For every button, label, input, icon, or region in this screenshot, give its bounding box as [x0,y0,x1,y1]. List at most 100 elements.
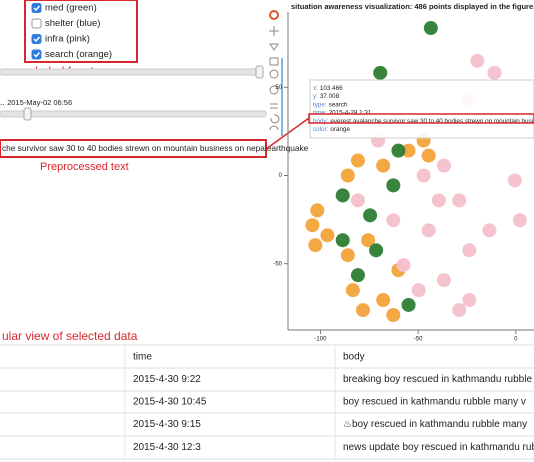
point[interactable] [507,173,522,188]
tooltip-key: time: [313,109,327,116]
checkbox[interactable] [31,49,42,60]
checkbox[interactable] [31,3,42,13]
checkmark [33,36,41,43]
tooltip-key: y: [313,93,318,100]
y-tick-label: 0 [279,173,283,179]
tooltip-key: body: [313,117,329,124]
point[interactable] [401,143,416,158]
tooltip-row: x: 103.466 [313,85,343,92]
tool-wheel[interactable] [269,85,279,95]
tooltip [309,79,534,139]
tool-hover[interactable] [269,125,279,131]
point[interactable] [310,203,325,218]
point[interactable] [376,293,391,308]
table-cell: 2015-4-30 9:22 [133,374,201,385]
point[interactable] [369,243,384,258]
tool-save[interactable] [270,103,278,109]
tooltip-value: 2015-4-28 1:31 [329,109,372,116]
point[interactable] [411,283,426,298]
point[interactable] [462,293,477,308]
point[interactable] [436,273,451,288]
point[interactable] [335,188,350,203]
tooltip-row: color: orange [313,126,351,133]
tooltip-row: y: 37.008 [313,93,340,100]
point[interactable] [361,233,376,248]
tool-box[interactable] [269,57,279,66]
slider-handle[interactable] [255,65,264,79]
x-tick-label: -100 [314,337,327,343]
tool-logo[interactable] [269,10,279,20]
table-cell: news update boy rescued in kathmandu rub… [343,442,534,453]
point[interactable] [452,193,467,208]
tooltip-key: x: [313,85,318,92]
point[interactable] [416,168,431,183]
point[interactable] [452,303,467,318]
point[interactable] [308,238,323,253]
table: time body 2015-4-30 9:22 breaking boy rescu… [0,344,534,460]
point[interactable] [340,168,355,183]
table-cell: 2015-4-30 9:15 [133,419,201,430]
point[interactable] [320,228,335,243]
point[interactable] [340,248,355,263]
point[interactable] [421,223,436,238]
slider-track[interactable] [0,68,263,76]
point[interactable] [512,213,527,228]
point[interactable] [386,178,401,193]
slider-track[interactable] [0,110,267,118]
point[interactable] [401,297,416,312]
point[interactable] [386,213,401,228]
slider-handle[interactable] [23,107,32,121]
tooltip-value: search [329,101,348,108]
point[interactable] [421,148,436,163]
point[interactable] [396,258,411,273]
point[interactable] [373,65,388,80]
point[interactable] [350,193,365,208]
preprocessed-text: che survivor saw 30 to 40 bodies strewn … [2,143,309,153]
checkmark [33,52,41,58]
tooltip-key: type: [313,101,327,108]
point[interactable] [436,158,451,173]
facet-label: infra (pink) [45,34,90,45]
point[interactable] [487,65,502,80]
toolbar [269,10,280,131]
point[interactable] [376,158,391,173]
point[interactable] [431,193,446,208]
tool-reset[interactable] [270,114,280,124]
table-header: time [133,352,152,363]
facet-label: med (green) [45,3,97,14]
tooltip-value: 37.008 [320,93,340,100]
point[interactable] [356,303,371,318]
point[interactable] [386,308,401,323]
caption: ular view of selected data [2,329,138,343]
checkmark [33,5,41,12]
point[interactable] [470,53,485,68]
y-tick-label: 50 [275,85,282,91]
tool-pan[interactable] [269,26,279,36]
point[interactable] [423,21,438,36]
facet-label: search (orange) [45,49,112,60]
facet-label: shelter (blue) [45,18,100,29]
table-cell: ♨boy rescued in kathmandu rubble many [343,419,527,430]
highlight-box [308,113,534,124]
chart-title: situation awareness visualization: 486 p… [291,2,534,11]
point[interactable] [462,243,477,258]
checkbox[interactable] [31,18,42,29]
point[interactable] [305,218,320,233]
point[interactable] [482,223,497,238]
table-cell: boy rescued in kathmandu rubble many v [343,397,526,408]
point[interactable] [350,153,365,168]
checkbox[interactable] [31,34,42,44]
point[interactable] [391,143,406,158]
point[interactable] [345,283,360,298]
caption: Preprocessed text [40,161,129,173]
point[interactable] [363,208,378,223]
tooltip-value: orange [330,126,350,133]
point[interactable] [335,233,350,248]
tooltip-row: body: everest avalanche survivor saw 30 t… [313,117,534,124]
tool-lasso[interactable] [269,43,279,51]
tool-zoom[interactable] [269,69,279,79]
point[interactable] [350,268,365,283]
x-tick-label: -50 [414,337,423,343]
